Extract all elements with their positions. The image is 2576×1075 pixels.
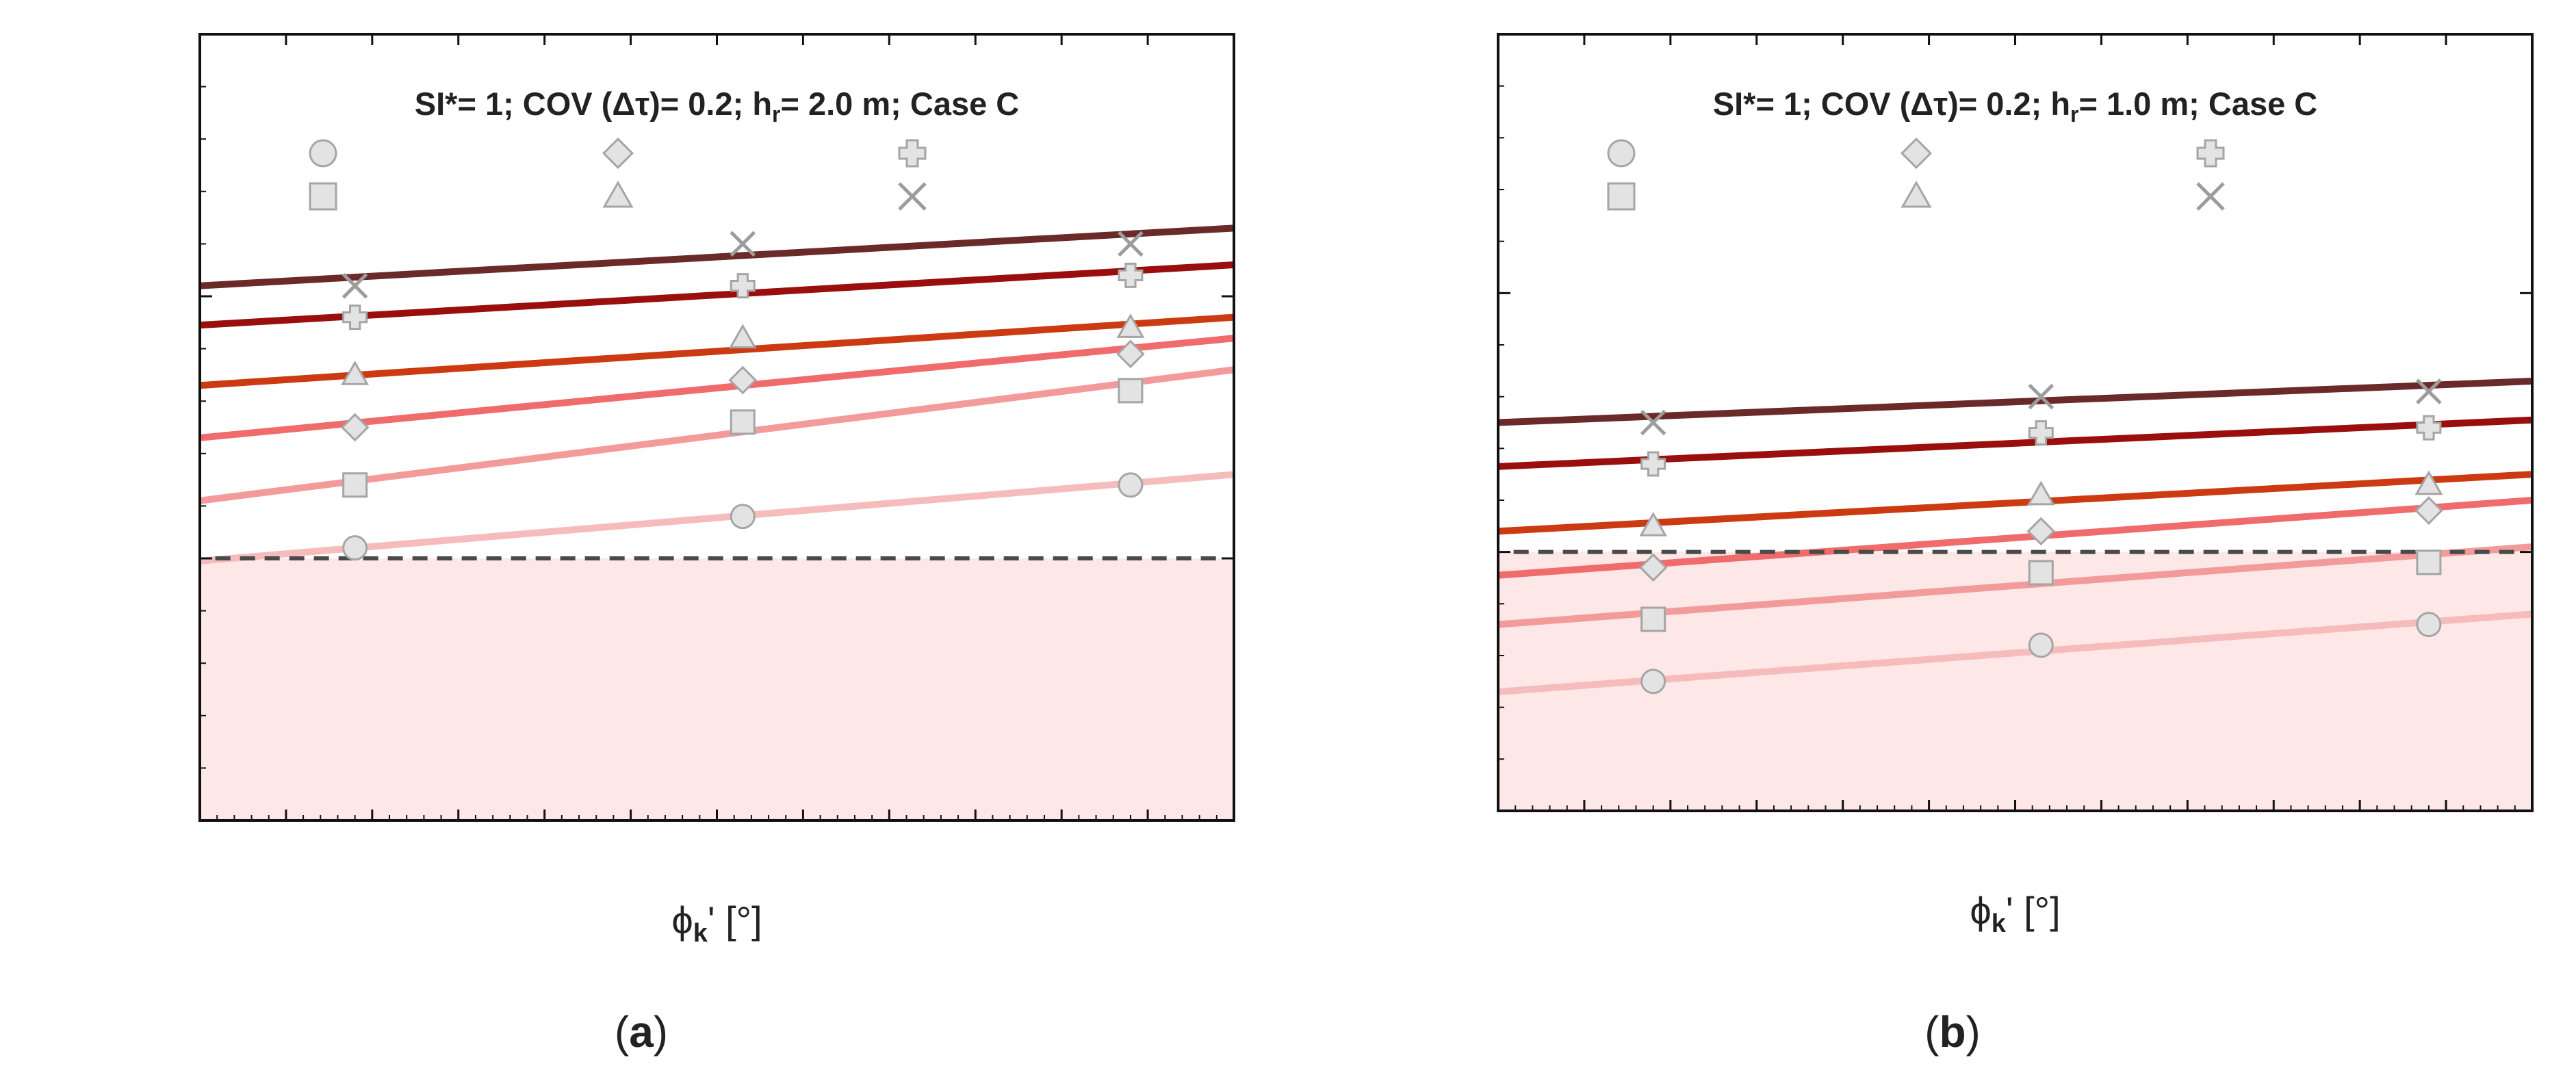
data-point-series-6	[2028, 383, 2055, 410]
data-point-series-3	[728, 365, 758, 395]
data-point-series-4	[728, 324, 757, 349]
data-point-series-2	[1118, 378, 1144, 404]
fit-line-series-3	[199, 335, 1235, 441]
fit-line-series-6	[1497, 377, 2533, 426]
data-point-series-5	[1118, 262, 1144, 288]
legend-marker-5	[898, 139, 927, 168]
data-point-series-2	[2028, 560, 2054, 586]
fit-line-series-1	[1497, 610, 2533, 695]
fit-line-series-4	[1497, 471, 2533, 535]
legend-marker-1	[309, 139, 337, 168]
data-point-series-5	[2416, 415, 2442, 441]
fit-line-series-5	[199, 261, 1235, 329]
panel-label: (a)	[615, 1007, 668, 1057]
chart-subtitle: SI*= 1; COV (Δτ)= 0.2; hr= 1.0 m; Case C	[1713, 86, 2318, 127]
data-point-series-1	[1118, 472, 1144, 498]
data-point-series-5	[342, 305, 368, 331]
fit-line-series-1	[199, 471, 1235, 565]
panel-label: (b)	[1924, 1007, 1981, 1057]
legend-marker-3	[1900, 137, 1933, 170]
data-point-series-3	[2414, 496, 2443, 525]
data-point-series-1	[1640, 669, 1666, 695]
shaded-region	[200, 558, 1234, 820]
fit-line-series-4	[199, 313, 1235, 389]
legend-marker-2	[1607, 182, 1636, 211]
data-point-series-1	[342, 535, 368, 561]
chart-panel-a: SI*= 1; COV (Δτ)= 0.2; hr= 2.0 m; Case C…	[198, 33, 1235, 1057]
data-point-series-1	[730, 504, 756, 530]
data-point-series-3	[2026, 517, 2056, 546]
fit-line-series-6	[199, 224, 1235, 289]
data-point-series-6	[1640, 409, 1666, 436]
data-point-series-2	[1640, 606, 1666, 632]
data-point-series-3	[340, 413, 370, 442]
fit-line-series-2	[1497, 543, 2533, 628]
chart-panel-b: SI*= 1; COV (Δτ)= 0.2; hr= 1.0 m; Case C…	[1497, 33, 2534, 1057]
data-point-series-2	[342, 472, 368, 498]
legend-marker-2	[309, 182, 337, 211]
data-point-series-1	[2416, 612, 2442, 638]
data-point-series-5	[2028, 420, 2054, 446]
data-point-series-4	[2026, 480, 2055, 506]
x-axis-title: ϕk' [°]	[671, 898, 762, 948]
legend-marker-1	[1607, 139, 1636, 168]
legend-marker-6	[898, 182, 927, 211]
data-point-series-3	[1638, 553, 1668, 582]
fit-line-series-5	[1497, 416, 2533, 470]
data-point-series-6	[2416, 378, 2442, 404]
data-point-series-6	[730, 231, 756, 257]
data-point-series-5	[1640, 451, 1666, 477]
legend-marker-4	[1901, 181, 1932, 208]
legend-marker-6	[2196, 182, 2225, 211]
data-point-series-2	[730, 409, 756, 435]
data-point-series-6	[342, 272, 368, 299]
legend-marker-3	[602, 137, 634, 170]
data-point-series-4	[1639, 511, 1668, 536]
data-point-series-1	[2028, 632, 2054, 658]
fit-line-series-2	[199, 366, 1235, 504]
data-point-series-3	[1116, 339, 1145, 369]
legend-marker-5	[2196, 139, 2225, 168]
fit-line-series-3	[1497, 497, 2533, 579]
legend-marker-4	[602, 181, 634, 208]
data-point-series-6	[1118, 231, 1144, 257]
x-axis-title: ϕk' [°]	[1970, 889, 2060, 938]
data-point-series-4	[1116, 313, 1145, 338]
data-point-series-4	[341, 361, 370, 385]
data-point-series-2	[2416, 549, 2442, 575]
data-point-series-4	[2414, 470, 2443, 495]
chart-subtitle: SI*= 1; COV (Δτ)= 0.2; hr= 2.0 m; Case C	[415, 86, 1020, 127]
data-point-series-5	[730, 273, 756, 299]
